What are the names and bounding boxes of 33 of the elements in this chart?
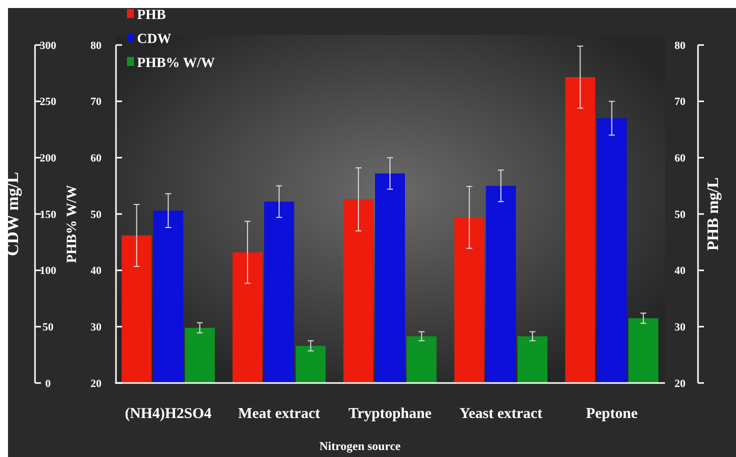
y2-tick-label: 20 <box>674 378 686 390</box>
x-tick-label: Yeast extract <box>459 406 542 422</box>
y2-axis-title: PHB mg/L <box>705 177 722 251</box>
x-tick-label: Tryptophane <box>348 406 432 422</box>
y-tick-label: 70 <box>90 96 102 108</box>
y3-tick-label: 250 <box>40 96 57 108</box>
legend-label: PHB% W/W <box>137 56 215 71</box>
y2-tick-label: 60 <box>674 152 686 165</box>
y2-tick-label: 30 <box>674 322 686 334</box>
legend-label: PHB <box>137 8 166 23</box>
y3-tick-label: 200 <box>40 152 57 165</box>
y-axis-title: PHB% W/W <box>65 185 80 263</box>
x-tick-label: (NH4)H2SO4 <box>124 406 212 422</box>
legend-label: CDW <box>137 32 172 47</box>
y-tick-label: 80 <box>90 40 102 52</box>
x-tick-label: Meat extract <box>238 406 320 422</box>
bar <box>375 173 405 383</box>
y3-tick-label: 100 <box>40 265 57 278</box>
y-tick-label: 30 <box>90 322 102 334</box>
y-tick-label: 50 <box>90 208 102 221</box>
y2-tick-label: 80 <box>674 40 686 52</box>
x-axis-title: Nitrogen source <box>319 439 402 453</box>
y3-tick-label: 50 <box>42 322 54 334</box>
y2-tick-label: 40 <box>674 265 686 278</box>
y-tick-label: 40 <box>90 265 102 278</box>
y3-tick-label: 150 <box>40 208 57 221</box>
y3-tick-label: 300 <box>40 40 57 52</box>
y-tick-label: 60 <box>90 152 102 165</box>
y2-tick-label: 50 <box>674 208 686 221</box>
x-tick-label: Peptone <box>586 406 638 422</box>
y3-tick-label: 0 <box>45 378 52 390</box>
y2-tick-label: 70 <box>674 96 686 108</box>
y-tick-label: 20 <box>90 378 102 390</box>
